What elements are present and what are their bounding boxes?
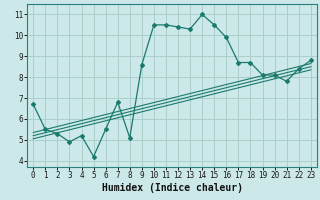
X-axis label: Humidex (Indice chaleur): Humidex (Indice chaleur) bbox=[101, 183, 243, 193]
